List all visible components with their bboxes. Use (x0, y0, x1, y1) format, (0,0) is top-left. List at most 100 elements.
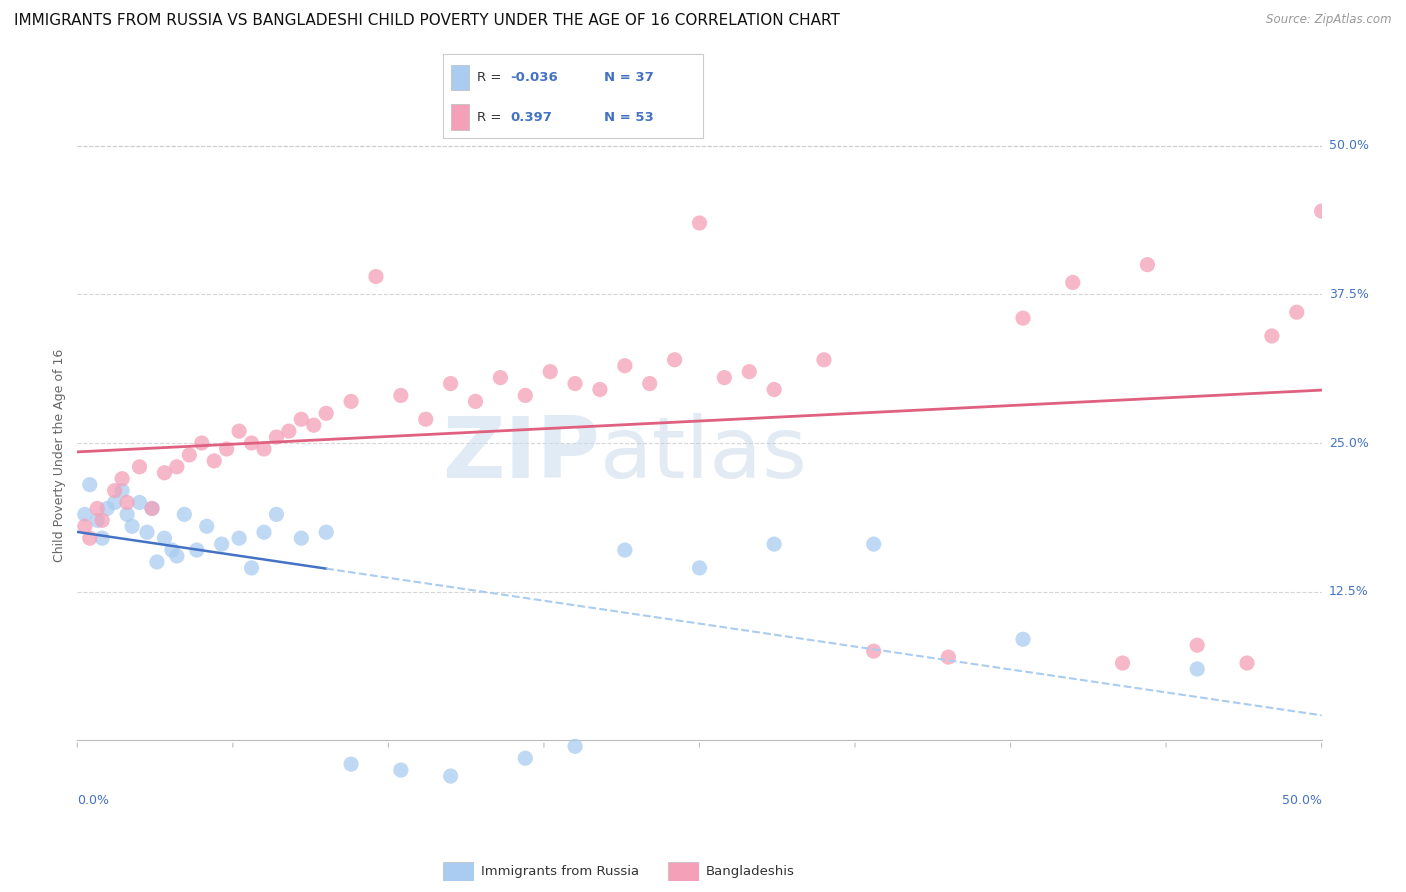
Point (141, 501, 163, 516)
Text: R =: R = (477, 70, 505, 84)
Point (104, 483, 127, 498)
Point (290, 531, 312, 545)
Point (489, 370, 512, 384)
Point (389, 763, 412, 777)
Point (464, 394, 486, 409)
Text: R =: R = (477, 111, 505, 124)
Point (166, 459, 188, 474)
Point (111, 472, 134, 486)
Point (613, 543, 636, 558)
Point (1236, 656, 1258, 670)
Point (415, 412, 437, 426)
Point (1310, 204, 1333, 219)
Point (166, 549, 188, 563)
Y-axis label: Child Poverty Under the Age of 16: Child Poverty Under the Age of 16 (53, 348, 66, 562)
Point (564, 376, 586, 391)
Text: N = 37: N = 37 (605, 70, 654, 84)
Point (104, 495, 127, 509)
Point (79, 477, 101, 491)
Point (664, 352, 686, 367)
Point (738, 365, 761, 379)
Point (862, 537, 884, 551)
Point (340, 757, 363, 772)
Point (91, 513, 114, 527)
Point (153, 466, 176, 480)
Point (564, 739, 586, 754)
Point (364, 269, 387, 284)
Point (713, 370, 735, 384)
Point (211, 537, 233, 551)
Point (1012, 311, 1035, 326)
Point (215, 442, 238, 456)
Text: 50.0%: 50.0% (1329, 139, 1368, 153)
Point (202, 454, 225, 468)
Point (1187, 638, 1209, 652)
Text: 12.5%: 12.5% (1329, 585, 1368, 599)
Point (389, 388, 412, 402)
Text: ZIP: ZIP (443, 413, 600, 497)
Bar (451, 64, 468, 90)
Point (515, 388, 537, 402)
Point (266, 508, 288, 522)
Point (1062, 276, 1084, 290)
Text: IMMIGRANTS FROM RUSSIA VS BANGLADESHI CHILD POVERTY UNDER THE AGE OF 16 CORRELAT: IMMIGRANTS FROM RUSSIA VS BANGLADESHI CH… (14, 13, 839, 29)
Text: 37.5%: 37.5% (1329, 288, 1368, 301)
Point (141, 501, 163, 516)
Point (613, 359, 636, 373)
Point (589, 383, 612, 397)
Point (228, 424, 250, 438)
Point (439, 376, 461, 391)
Text: 0.397: 0.397 (510, 111, 553, 124)
Point (1285, 305, 1308, 319)
Point (1136, 258, 1159, 272)
Text: 25.0%: 25.0% (1329, 436, 1368, 450)
Point (277, 424, 299, 438)
Text: atlas: atlas (600, 413, 808, 497)
Point (315, 525, 337, 540)
Point (179, 448, 201, 462)
Point (79, 531, 101, 545)
Point (73, 508, 96, 522)
Point (938, 650, 960, 665)
Point (689, 561, 711, 575)
Point (86, 513, 108, 527)
Point (128, 495, 150, 509)
Point (128, 459, 150, 474)
Point (638, 376, 661, 391)
Point (115, 495, 138, 509)
Text: 50.0%: 50.0% (1282, 794, 1322, 807)
Point (228, 531, 250, 545)
Point (91, 531, 114, 545)
Bar (451, 104, 468, 130)
Point (160, 543, 183, 558)
Point (186, 543, 208, 558)
Point (302, 418, 325, 433)
Point (813, 352, 835, 367)
Point (121, 519, 143, 533)
Point (1012, 632, 1035, 647)
Point (253, 442, 276, 456)
Text: 0.0%: 0.0% (77, 794, 110, 807)
Point (689, 216, 711, 230)
Point (763, 383, 786, 397)
Point (515, 751, 537, 765)
Point (290, 412, 312, 426)
Point (136, 525, 159, 540)
Point (538, 365, 561, 379)
Point (153, 531, 176, 545)
Point (1187, 662, 1209, 676)
Point (240, 436, 263, 450)
Point (173, 508, 195, 522)
Point (111, 483, 134, 498)
Point (439, 769, 461, 783)
Point (86, 501, 108, 516)
Point (340, 394, 363, 409)
Point (115, 508, 138, 522)
Point (240, 561, 263, 575)
Point (266, 430, 288, 444)
Text: N = 53: N = 53 (605, 111, 654, 124)
Text: Source: ZipAtlas.com: Source: ZipAtlas.com (1267, 13, 1392, 27)
Point (315, 406, 337, 420)
Point (1261, 329, 1284, 343)
Point (73, 519, 96, 533)
